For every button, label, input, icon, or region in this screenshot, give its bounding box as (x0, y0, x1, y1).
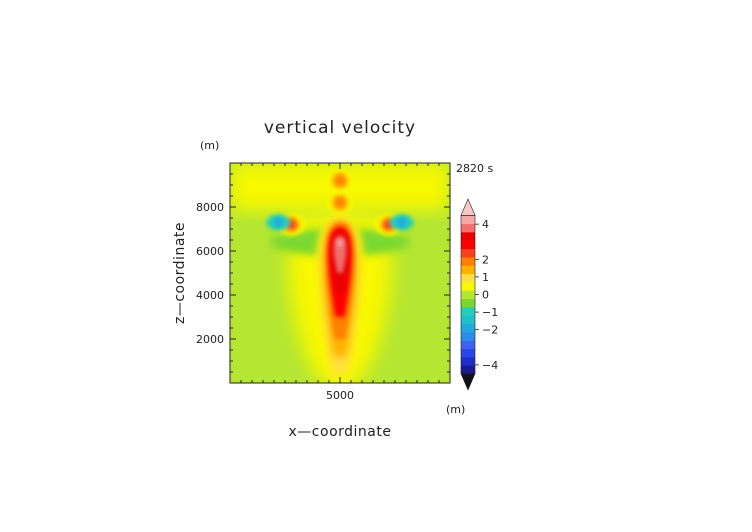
colorbar-tick-label: 1 (482, 271, 489, 284)
colorbar-tick-label: −1 (482, 306, 498, 319)
plume-layer (333, 235, 347, 273)
plume-layer (337, 240, 343, 247)
colorbar-segment (461, 315, 475, 325)
colorbar-tick-label: 4 (482, 218, 489, 231)
updraft-blob-peak (335, 175, 345, 186)
chart-title: vertical velocity (264, 118, 416, 138)
y-unit-label: (m) (200, 139, 219, 152)
x-tick-label: 5000 (326, 389, 354, 402)
axis-ticks (229, 162, 451, 384)
colorbar-segment (461, 357, 475, 366)
colorbar (460, 198, 479, 391)
downdraft-blob-core (273, 217, 284, 228)
colorbar-segment (461, 323, 475, 333)
colorbar-segment (461, 348, 475, 358)
colorbar-segment (461, 340, 475, 350)
y-axis-label: z—coordinate (172, 222, 188, 324)
updraft-blob-peak (335, 197, 345, 208)
colorbar-segment (461, 365, 475, 375)
colorbar-tick-label: 0 (482, 289, 489, 302)
axis-tick-labels: 5000 2000 4000 6000 8000 (196, 201, 354, 402)
colorbar-extend-high (460, 198, 476, 216)
colorbar-segment (461, 257, 475, 266)
colorbar-segment (461, 307, 475, 316)
y-tick-label: 4000 (196, 289, 224, 302)
colorbar-tick-label: −4 (482, 359, 498, 372)
colorbar-segment (461, 273, 475, 283)
colorbar-segment (461, 240, 475, 250)
y-tick-label: 6000 (196, 245, 224, 258)
colorbar-extend-low (460, 373, 476, 391)
colorbar-segment (461, 215, 475, 225)
colorbar-segment (461, 282, 475, 291)
colorbar-segment (461, 248, 475, 258)
colorbar-tick-label: −2 (482, 324, 498, 337)
colorbar-segment (461, 232, 475, 241)
x-axis-label: x—coordinate (289, 424, 392, 440)
velocity-field (230, 163, 450, 383)
colorbar-segment (461, 265, 475, 275)
colorbar-segment (461, 298, 475, 308)
colorbar-tick-label: 2 (482, 253, 489, 266)
x-unit-label: (m) (446, 403, 465, 416)
colorbar-labels: −4 −2 −1 0 1 2 4 (482, 218, 498, 372)
y-tick-label: 2000 (196, 333, 224, 346)
colorbar-segment (461, 223, 475, 233)
colorbar-segment (461, 332, 475, 341)
y-tick-label: 8000 (196, 201, 224, 214)
time-label: 2820 s (456, 162, 493, 175)
downdraft-blob-core (396, 217, 407, 228)
colorbar-segment (461, 290, 475, 300)
